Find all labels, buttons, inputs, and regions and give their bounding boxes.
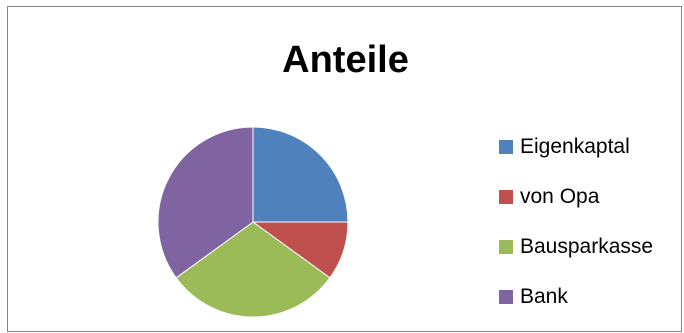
legend-label-eigenkaptal: Eigenkaptal xyxy=(520,135,630,158)
legend-swatch-eigenkaptal xyxy=(499,140,513,154)
chart-title: Anteile xyxy=(282,39,409,81)
legend-swatch-bausparkasse xyxy=(499,240,513,254)
pie-chart xyxy=(157,126,349,318)
legend-label-bausparkasse: Bausparkasse xyxy=(520,235,654,258)
legend-item-eigenkaptal: Eigenkaptal xyxy=(499,135,630,159)
legend-item-von-opa: von Opa xyxy=(499,185,599,209)
chart-area: Anteile Eigenkaptal von Opa Bausparkasse… xyxy=(7,6,682,332)
legend-item-bausparkasse: Bausparkasse xyxy=(499,235,653,259)
pie-slice-bausparkasse xyxy=(175,221,331,318)
legend-label-bank: Bank xyxy=(520,285,568,308)
pie-slice-bank xyxy=(157,126,254,279)
pie-slice-eigenkaptal xyxy=(252,126,349,223)
legend-swatch-bank xyxy=(499,290,513,304)
legend-label-von-opa: von Opa xyxy=(520,185,600,208)
pie-slices xyxy=(157,126,349,318)
legend-item-bank: Bank xyxy=(499,285,568,309)
legend-swatch-von-opa xyxy=(499,190,513,204)
